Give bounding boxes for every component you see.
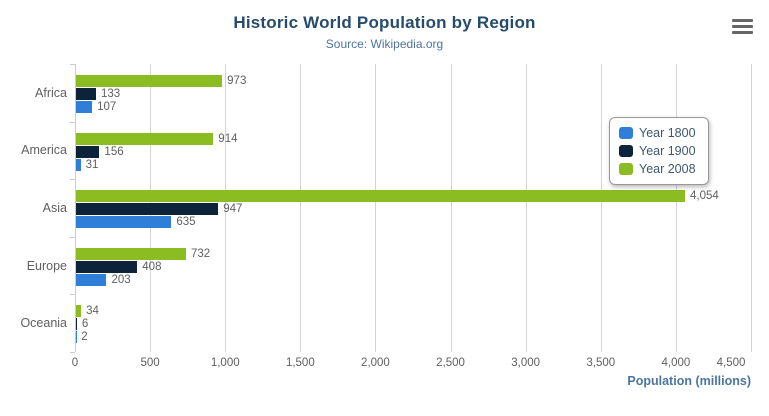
bar[interactable] (76, 132, 214, 145)
gridline (375, 64, 377, 352)
bar[interactable] (76, 190, 685, 203)
category-label: Europe (26, 258, 67, 273)
chart-title: Historic World Population by Region (233, 13, 536, 32)
category-axis-tick (70, 294, 75, 296)
legend-symbol (619, 163, 633, 175)
data-label: 4,054 (690, 190, 719, 203)
legend-symbol (619, 145, 633, 157)
gridline (751, 64, 752, 352)
bar[interactable] (76, 260, 138, 273)
legend-item-label: Year 1900 (639, 144, 696, 158)
category-label: Oceania (20, 316, 67, 331)
category-axis-tick (70, 64, 75, 65)
bar[interactable] (76, 88, 96, 100)
x-axis-tick-label: 2,500 (436, 357, 465, 369)
hamburger-icon (732, 19, 753, 22)
data-label: 34 (86, 305, 99, 318)
data-label: 635 (176, 216, 196, 229)
x-axis-tick-label: 500 (140, 357, 160, 369)
data-label: 31 (85, 158, 99, 171)
bar[interactable] (76, 203, 219, 216)
category-axis-line (75, 64, 76, 352)
bar[interactable] (76, 273, 107, 286)
hamburger-icon (732, 31, 753, 34)
x-axis-title: Population (millions) (627, 374, 751, 388)
bar[interactable] (76, 101, 93, 113)
data-label: 973 (227, 75, 247, 87)
x-axis-tick-label: 3,000 (511, 357, 541, 369)
gridline (525, 64, 527, 352)
bar[interactable] (76, 318, 77, 331)
legend-item[interactable]: Year 1900 (619, 142, 696, 160)
bar[interactable] (76, 75, 223, 87)
legend-symbol (619, 127, 633, 139)
category-axis-tick (70, 179, 75, 181)
x-axis-tick-label: 2,000 (361, 357, 390, 369)
data-label: 156 (104, 145, 124, 158)
chart-subtitle: Source: Wikipedia.org (325, 37, 444, 51)
data-label: 947 (223, 203, 243, 216)
x-axis-tick-label: 1,500 (285, 357, 315, 369)
data-label: 914 (218, 132, 238, 145)
data-label: 203 (111, 273, 131, 286)
legend: Year 1800 Year 1900 Year 2008 (609, 117, 709, 185)
gridline (300, 64, 302, 352)
x-axis-tick-label: 0 (71, 357, 79, 369)
category-axis-tick (70, 352, 75, 353)
gridline (675, 64, 677, 352)
x-axis-tick-label: 4,500 (716, 357, 746, 369)
legend-item-label: Year 1800 (639, 126, 696, 140)
data-label: 732 (190, 247, 211, 260)
gridline (600, 64, 602, 352)
category-label: Africa (35, 85, 67, 100)
category-axis-tick (70, 121, 75, 123)
data-label: 107 (97, 101, 117, 113)
category-label: Asia (42, 201, 67, 215)
data-label: 6 (81, 318, 89, 331)
gridline (450, 64, 452, 352)
data-label: 133 (100, 88, 121, 100)
bar[interactable] (76, 145, 100, 158)
legend-item-label: Year 2008 (639, 162, 696, 176)
x-axis-tick-label: 3,500 (586, 357, 616, 369)
bar[interactable] (76, 158, 81, 171)
context-menu-button[interactable] (732, 19, 753, 34)
data-label: 408 (142, 260, 162, 273)
bar[interactable] (76, 247, 186, 260)
gridline (225, 64, 227, 352)
legend-item[interactable]: Year 1800 (619, 124, 696, 142)
bar[interactable] (76, 216, 172, 229)
data-label: 2 (81, 331, 88, 344)
x-axis-tick-label: 4,000 (661, 357, 691, 369)
x-axis-tick-label: 1,000 (210, 357, 240, 369)
legend-item[interactable]: Year 2008 (619, 160, 696, 178)
category-axis-tick (70, 236, 75, 238)
hamburger-icon (732, 25, 753, 28)
bar[interactable] (76, 305, 82, 318)
category-label: America (21, 143, 67, 158)
